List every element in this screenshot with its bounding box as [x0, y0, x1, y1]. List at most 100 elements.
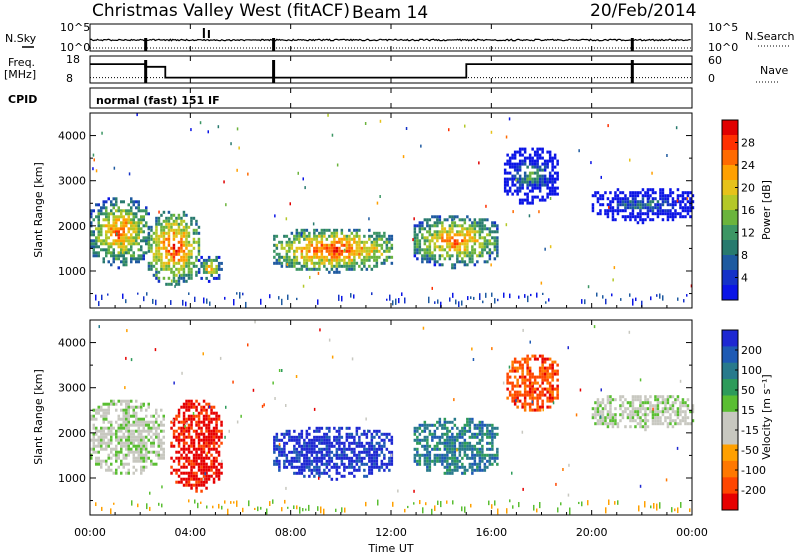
heat-cell: [157, 432, 160, 436]
heat-cell: [458, 432, 462, 436]
heat-cell: [117, 426, 120, 430]
power-heatmap: [90, 113, 695, 309]
heat-cell: [182, 210, 186, 214]
heat-cell: [428, 233, 432, 237]
heat-cell: [142, 444, 145, 448]
heat-cell: [418, 456, 422, 460]
heat-cell: [212, 258, 216, 262]
heat-cell: [295, 465, 299, 469]
noise-cell: [98, 325, 100, 329]
heat-cell: [433, 456, 437, 460]
heat-cell: [468, 227, 472, 231]
heat-cell: [546, 399, 549, 403]
heat-cell: [300, 468, 304, 472]
heat-cell: [541, 363, 544, 367]
heat-cell: [416, 233, 419, 237]
heat-cell: [170, 441, 173, 445]
heat-cell: [308, 474, 311, 478]
heat-cell: [150, 243, 153, 247]
heat-cell: [117, 254, 120, 258]
heat-cell: [478, 242, 482, 246]
heat-cell: [491, 251, 494, 255]
heat-cell: [102, 432, 105, 436]
heat-cell: [290, 231, 294, 235]
heat-cell: [280, 261, 284, 265]
heat-cell: [310, 471, 314, 475]
noise-cell: [568, 463, 570, 467]
heat-cell: [305, 465, 309, 469]
heat-cell: [175, 456, 178, 460]
heat-cell: [217, 414, 221, 418]
heat-cell: [358, 228, 361, 232]
heat-cell: [120, 429, 123, 433]
ground-scatter-cell: [548, 298, 550, 302]
ground-scatter-cell: [545, 301, 547, 304]
heat-cell: [195, 270, 198, 274]
heat-cell: [135, 447, 138, 451]
heat-cell: [619, 191, 622, 195]
heat-cell: [197, 438, 201, 442]
heat-cell: [496, 450, 499, 454]
heat-cell: [105, 432, 108, 436]
heat-cell: [105, 468, 108, 472]
heat-cell: [293, 429, 296, 433]
heat-cell: [90, 215, 93, 219]
heat-cell: [117, 465, 120, 469]
heat-cell: [631, 410, 635, 414]
heat-cell: [538, 186, 542, 190]
heat-cell: [283, 255, 286, 259]
heat-cell: [167, 243, 171, 247]
heat-cell: [385, 435, 389, 439]
heat-cell: [298, 234, 301, 238]
heat-cell: [177, 420, 181, 424]
heat-cell: [599, 401, 602, 405]
heat-cell: [170, 216, 173, 220]
heat-cell: [152, 426, 155, 430]
heat-cell: [353, 261, 356, 265]
heat-cell: [308, 459, 311, 463]
heat-cell: [102, 248, 105, 252]
heat-cell: [355, 234, 359, 238]
noise-cell: [364, 122, 367, 125]
heat-cell: [446, 456, 449, 460]
heat-cell: [142, 438, 145, 442]
heat-cell: [217, 261, 221, 265]
heat-cell: [365, 432, 369, 436]
heat-cell: [621, 404, 625, 408]
noise-cell: [252, 388, 255, 392]
heat-cell: [503, 189, 507, 193]
heat-cell: [506, 372, 509, 376]
heat-cell: [335, 252, 339, 256]
heat-cell: [122, 423, 125, 427]
heat-cell: [496, 242, 499, 246]
ground-scatter-cell: [254, 507, 256, 511]
heat-cell: [125, 426, 128, 430]
heat-cell: [536, 147, 539, 151]
heat-cell: [644, 206, 647, 210]
heat-cell: [328, 441, 331, 445]
heat-cell: [368, 447, 371, 451]
heat-cell: [310, 462, 314, 466]
heat-cell: [375, 258, 379, 262]
heat-cell: [182, 225, 186, 229]
heat-cell: [187, 249, 191, 253]
noise-cell: [600, 175, 602, 179]
heat-cell: [373, 231, 376, 235]
heat-cell: [142, 426, 145, 430]
ground-scatter-cell: [155, 299, 157, 306]
heat-cell: [546, 378, 549, 382]
heat-cell: [536, 156, 539, 160]
heat-cell: [373, 459, 376, 463]
heat-cell: [102, 402, 105, 406]
heat-cell: [152, 258, 156, 262]
heat-cell: [295, 246, 299, 250]
heat-cell: [596, 410, 600, 414]
heat-cell: [202, 447, 206, 451]
heat-cell: [217, 438, 221, 442]
heat-cell: [115, 257, 118, 261]
heat-cell: [303, 255, 306, 259]
heat-cell: [308, 450, 311, 454]
heat-cell: [461, 251, 464, 255]
heat-cell: [591, 209, 595, 213]
heat-cell: [421, 423, 424, 427]
